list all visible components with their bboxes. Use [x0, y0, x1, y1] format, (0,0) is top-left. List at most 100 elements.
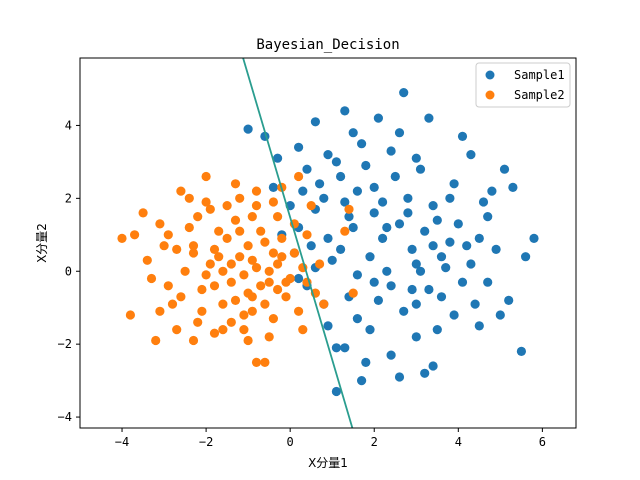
scatter-point-sample2	[176, 186, 186, 196]
scatter-point-sample1	[361, 357, 371, 367]
scatter-point-sample1	[453, 219, 463, 229]
scatter-point-sample1	[340, 197, 350, 207]
legend: Sample1 Sample2	[475, 62, 571, 108]
scatter-point-sample1	[373, 295, 383, 305]
scatter-point-sample1	[466, 150, 476, 160]
scatter-point-sample2	[226, 317, 236, 327]
scatter-point-sample2	[260, 237, 270, 247]
scatter-point-sample1	[462, 241, 472, 251]
scatter-point-sample1	[428, 361, 438, 371]
x-tick-label: −2	[199, 435, 213, 449]
x-tick-label: 4	[455, 435, 462, 449]
scatter-point-sample1	[424, 284, 434, 295]
scatter-point-sample2	[130, 230, 140, 240]
scatter-point-sample1	[411, 259, 421, 269]
x-tick-label: −4	[115, 435, 129, 449]
scatter-point-sample2	[277, 252, 287, 262]
scatter-point-sample2	[251, 357, 262, 367]
scatter-point-sample2	[260, 299, 270, 309]
scatter-point-sample2	[247, 292, 257, 302]
scatter-point-sample2	[348, 288, 358, 298]
scatter-point-sample2	[151, 335, 161, 346]
x-axis-label: X分量1	[308, 456, 348, 470]
scatter-point-sample2	[155, 219, 165, 229]
scatter-point-sample2	[184, 222, 194, 233]
scatter-point-sample1	[407, 244, 417, 254]
scatter-point-sample2	[289, 248, 299, 258]
scatter-point-sample2	[256, 281, 266, 291]
scatter-point-sample2	[193, 212, 203, 222]
scatter-point-sample2	[193, 317, 203, 327]
scatter-point-sample1	[306, 241, 316, 251]
scatter-point-sample1	[483, 212, 493, 222]
y-axis-label: X分量2	[35, 223, 49, 263]
scatter-point-sample1	[357, 376, 367, 386]
scatter-point-sample2	[205, 204, 215, 214]
scatter-point-sample2	[222, 201, 232, 211]
decision-boundary-line	[242, 58, 354, 428]
scatter-point-sample1	[449, 179, 459, 189]
scatter-point-sample2	[264, 266, 274, 276]
scatter-point-sample1	[415, 164, 426, 174]
legend-marker-sample1	[485, 70, 495, 80]
scatter-point-sample1	[407, 284, 417, 295]
scatter-point-sample2	[273, 284, 283, 295]
scatter-point-sample1	[336, 244, 346, 254]
scatter-point-sample1	[365, 252, 375, 262]
scatter-point-sample2	[235, 252, 245, 262]
scatter-point-sample2	[138, 208, 148, 218]
scatter-point-sample2	[243, 241, 253, 251]
scatter-point-sample2	[159, 241, 169, 251]
scatter-point-sample2	[188, 241, 199, 251]
scatter-point-sample1	[294, 142, 304, 152]
scatter-point-sample1	[331, 386, 341, 397]
scatter-point-sample1	[348, 222, 358, 233]
scatter-point-sample1	[529, 233, 539, 243]
scatter-point-sample1	[369, 182, 379, 192]
scatter-point-sample2	[306, 201, 316, 211]
scatter-point-sample1	[420, 226, 430, 236]
scatter-point-sample1	[449, 310, 459, 320]
scatter-point-sample1	[495, 310, 505, 320]
scatter-point-sample2	[239, 310, 249, 320]
scatter-point-sample2	[184, 193, 194, 203]
scatter-point-sample1	[361, 160, 371, 171]
scatter-point-sample2	[176, 292, 186, 302]
scatter-point-sample1	[315, 179, 325, 189]
scatter-point-sample1	[403, 193, 413, 203]
scatter-point-sample1	[327, 255, 337, 265]
scatter-point-sample2	[273, 212, 283, 222]
scatter-point-sample1	[348, 128, 358, 138]
scatter-point-sample1	[428, 241, 438, 251]
scatter-point-sample1	[323, 150, 333, 160]
scatter-point-sample2	[294, 171, 304, 182]
scatter-point-sample1	[394, 128, 405, 138]
scatter-point-sample1	[399, 88, 409, 98]
scatter-point-sample1	[390, 171, 400, 182]
scatter-point-sample1	[298, 186, 308, 196]
series-sample2	[117, 171, 358, 367]
scatter-point-sample1	[436, 252, 447, 262]
scatter-point-sample1	[411, 332, 421, 342]
x-tick-label: 0	[287, 435, 294, 449]
scatter-point-sample2	[218, 325, 228, 335]
scatter-point-sample1	[369, 208, 379, 218]
scatter-point-sample1	[483, 277, 493, 287]
scatter-point-sample1	[403, 208, 413, 218]
scatter-point-sample1	[323, 233, 333, 243]
scatter-point-sample2	[201, 197, 211, 207]
scatter-point-sample1	[411, 299, 421, 309]
y-axis: −4 −2 0 2 4	[58, 118, 80, 424]
scatter-point-sample2	[214, 252, 224, 262]
series-sample1	[243, 88, 539, 397]
scatter-point-sample2	[340, 226, 350, 236]
scatter-point-sample2	[214, 226, 224, 236]
scatter-point-sample2	[264, 277, 274, 287]
scatter-point-sample2	[188, 335, 199, 346]
scatter-point-sample2	[230, 179, 241, 189]
scatter-point-sample2	[239, 325, 249, 335]
scatter-point-sample1	[445, 193, 455, 203]
scatter-point-sample1	[521, 252, 531, 262]
y-tick-label: 4	[65, 118, 72, 132]
